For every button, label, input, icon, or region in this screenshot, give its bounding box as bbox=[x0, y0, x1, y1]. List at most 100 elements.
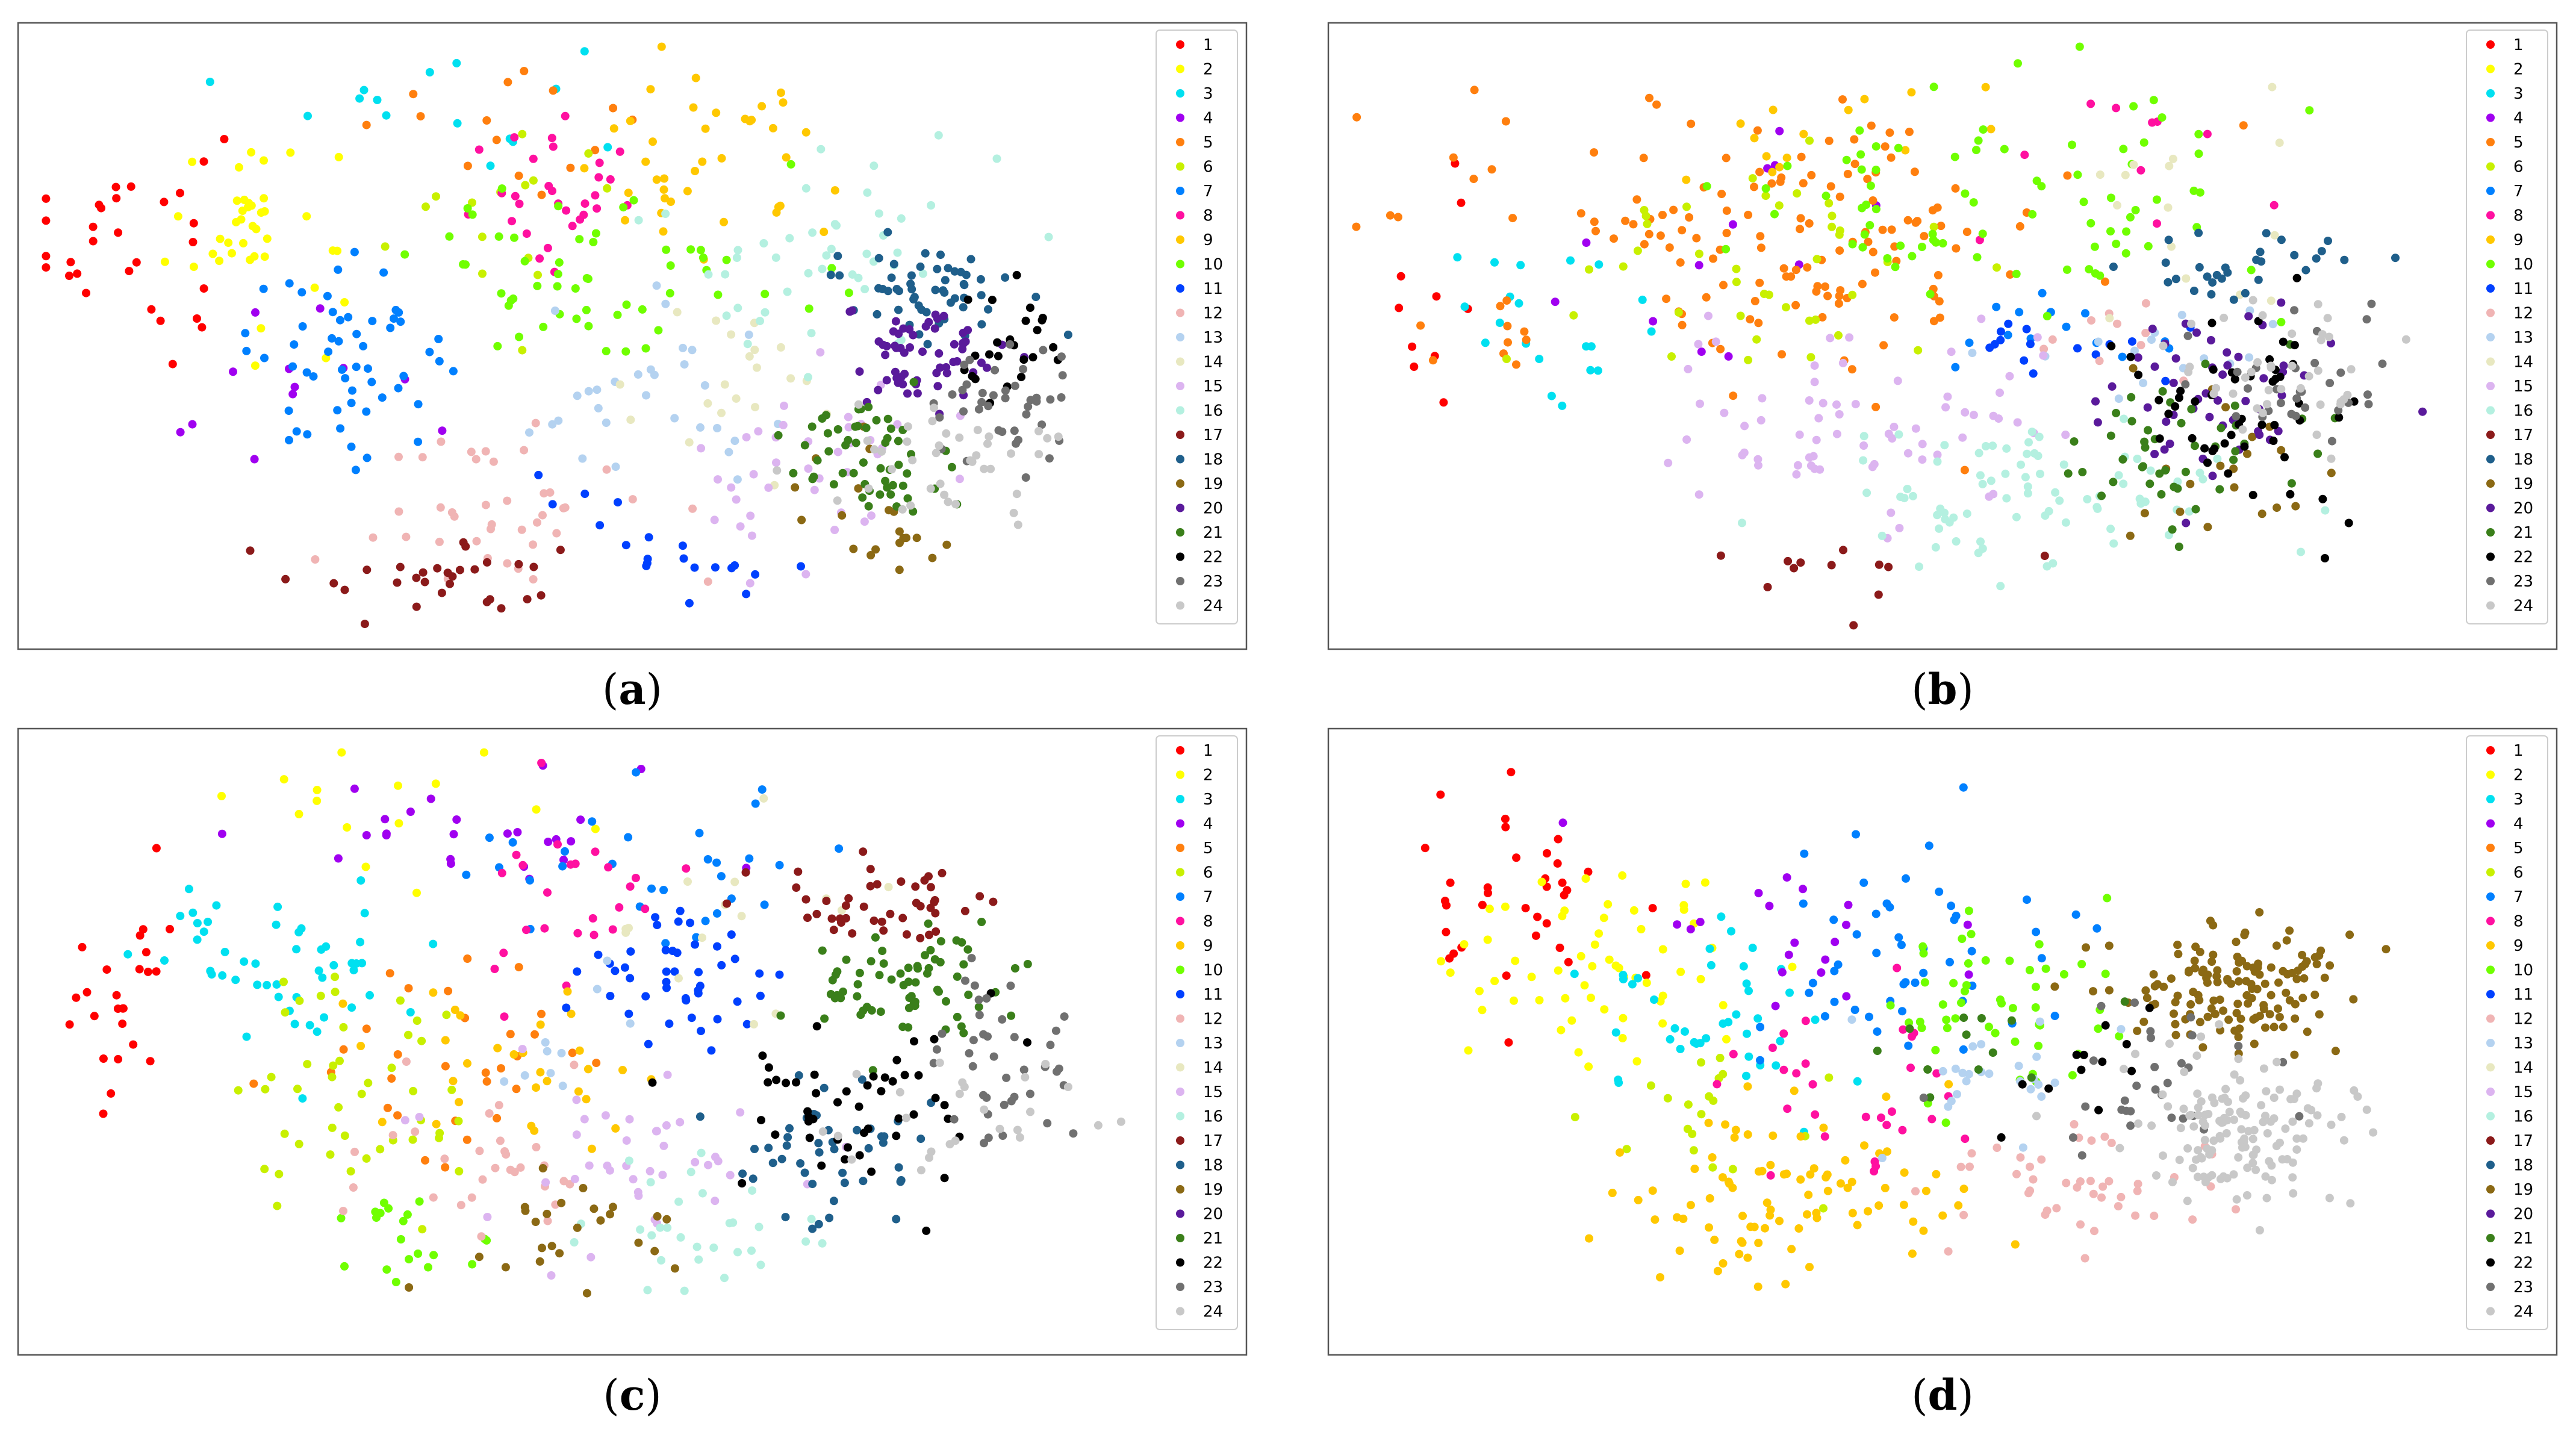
data-point-class-21 bbox=[2078, 468, 2087, 476]
data-point-class-9 bbox=[1803, 1210, 1811, 1219]
data-point-class-19 bbox=[2265, 1010, 2274, 1019]
data-point-class-10 bbox=[2129, 102, 2138, 111]
data-point-class-8 bbox=[588, 914, 597, 923]
data-point-class-20 bbox=[2218, 370, 2227, 379]
data-point-class-10 bbox=[1950, 152, 1959, 161]
data-point-class-12 bbox=[538, 511, 547, 520]
data-point-class-8 bbox=[1887, 1107, 1896, 1116]
data-point-class-21 bbox=[898, 481, 907, 490]
data-point-class-15 bbox=[662, 1121, 671, 1130]
data-point-class-8 bbox=[543, 888, 552, 897]
data-point-class-24 bbox=[1012, 490, 1021, 499]
data-point-class-5 bbox=[1665, 243, 1674, 252]
data-point-class-2 bbox=[1637, 925, 1646, 933]
data-point-class-7 bbox=[632, 768, 641, 777]
data-point-class-5 bbox=[1753, 126, 1762, 135]
data-point-class-15 bbox=[1989, 490, 1998, 499]
data-point-class-7 bbox=[362, 453, 372, 462]
data-point-class-15 bbox=[676, 1118, 685, 1127]
data-point-class-23 bbox=[2326, 379, 2335, 388]
data-point-class-16 bbox=[863, 188, 872, 197]
data-point-class-9 bbox=[1883, 1147, 1891, 1156]
data-point-class-9 bbox=[1790, 1086, 1799, 1095]
data-point-class-13 bbox=[642, 391, 650, 400]
data-point-class-21 bbox=[886, 424, 895, 433]
legend-label-19: 19 bbox=[1203, 1181, 1223, 1199]
data-point-class-19 bbox=[2215, 995, 2224, 1004]
data-point-class-16 bbox=[1044, 232, 1053, 241]
data-point-class-21 bbox=[913, 964, 922, 973]
data-point-class-8 bbox=[537, 759, 546, 767]
data-point-class-23 bbox=[2130, 998, 2139, 1007]
data-point-class-4 bbox=[1728, 220, 1737, 229]
data-point-class-23 bbox=[1069, 1129, 1078, 1138]
data-point-class-14 bbox=[750, 1019, 758, 1029]
data-point-class-7 bbox=[717, 872, 726, 881]
data-point-class-17 bbox=[723, 899, 731, 908]
data-point-class-15 bbox=[732, 495, 741, 504]
data-point-class-5 bbox=[520, 67, 529, 75]
data-point-class-19 bbox=[531, 1218, 540, 1227]
data-point-class-5 bbox=[1717, 190, 1726, 199]
data-point-class-18 bbox=[2189, 287, 2198, 295]
data-point-class-16 bbox=[2198, 475, 2207, 484]
data-point-class-7 bbox=[425, 347, 434, 356]
data-point-class-7 bbox=[364, 364, 372, 373]
data-point-class-24 bbox=[983, 439, 992, 448]
data-point-class-13 bbox=[543, 1047, 552, 1056]
data-point-class-19 bbox=[2255, 908, 2264, 917]
data-point-class-10 bbox=[1842, 155, 1851, 164]
data-point-class-16 bbox=[1988, 441, 1997, 450]
data-point-class-21 bbox=[977, 918, 986, 926]
data-point-class-24 bbox=[2215, 1116, 2224, 1125]
data-point-class-3 bbox=[1666, 1035, 1675, 1044]
data-point-class-2 bbox=[1676, 967, 1685, 976]
data-point-class-12 bbox=[1993, 1144, 2002, 1152]
data-point-class-11 bbox=[681, 994, 690, 1003]
data-point-class-24 bbox=[2257, 1101, 2266, 1110]
data-point-class-13 bbox=[1968, 349, 1977, 358]
data-point-class-5 bbox=[1812, 287, 1821, 296]
data-point-class-18 bbox=[695, 1112, 705, 1121]
data-point-class-5 bbox=[1658, 211, 1667, 219]
data-point-class-10 bbox=[722, 255, 731, 264]
data-point-class-15 bbox=[816, 348, 825, 357]
data-point-class-13 bbox=[603, 956, 612, 965]
data-point-class-24 bbox=[2244, 1127, 2253, 1136]
data-point-class-24 bbox=[2262, 1087, 2271, 1096]
data-point-class-6 bbox=[1764, 290, 1773, 299]
data-point-class-2 bbox=[1681, 879, 1690, 888]
data-point-class-7 bbox=[378, 393, 387, 402]
data-point-class-12 bbox=[471, 455, 481, 464]
data-point-class-6 bbox=[280, 1129, 289, 1138]
data-point-class-21 bbox=[2313, 449, 2322, 458]
data-point-class-21 bbox=[2158, 387, 2167, 396]
data-point-class-2 bbox=[1501, 902, 1510, 911]
data-point-class-9 bbox=[1736, 119, 1745, 128]
data-point-class-23 bbox=[967, 954, 976, 963]
data-point-class-10 bbox=[2075, 42, 2084, 51]
data-point-class-9 bbox=[717, 154, 726, 163]
data-point-class-2 bbox=[479, 748, 488, 757]
data-point-class-18 bbox=[768, 1159, 777, 1168]
data-point-class-21 bbox=[959, 960, 968, 969]
data-point-class-1 bbox=[78, 942, 87, 951]
data-point-class-12 bbox=[436, 503, 445, 512]
data-point-class-21 bbox=[935, 987, 943, 996]
data-point-class-15 bbox=[1793, 461, 1802, 470]
data-point-class-12 bbox=[529, 540, 537, 549]
data-point-class-10 bbox=[1722, 244, 1731, 254]
data-point-class-15 bbox=[1947, 347, 1956, 356]
data-point-class-24 bbox=[955, 1089, 964, 1098]
data-point-class-19 bbox=[2274, 978, 2283, 987]
data-point-class-19 bbox=[2209, 996, 2218, 1005]
data-point-class-16 bbox=[674, 1197, 683, 1206]
legend-label-7: 7 bbox=[1203, 888, 1213, 906]
data-point-class-18 bbox=[933, 264, 942, 273]
data-point-class-15 bbox=[2005, 372, 2014, 381]
data-point-class-1 bbox=[82, 988, 92, 997]
legend-marker-1 bbox=[2486, 746, 2495, 755]
data-point-class-22 bbox=[863, 1081, 872, 1090]
data-point-class-5 bbox=[1709, 254, 1717, 263]
data-point-class-24 bbox=[1116, 1117, 1125, 1126]
